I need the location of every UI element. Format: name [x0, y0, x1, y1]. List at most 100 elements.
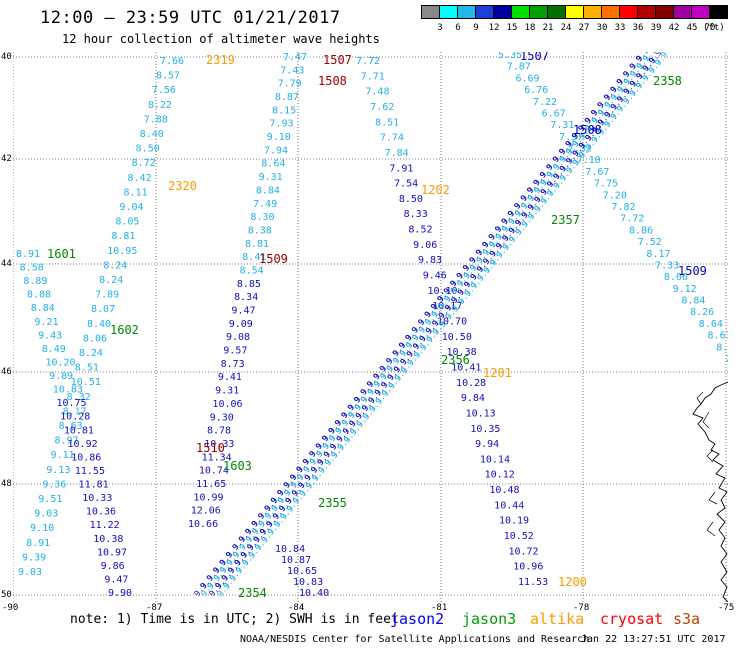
- swh-value: 10.96: [513, 562, 543, 573]
- colorbar-swatch: [529, 5, 548, 19]
- swh-value: 9.31: [259, 172, 283, 183]
- lat-label-42: 42: [1, 154, 12, 164]
- swh-value: 9.21: [34, 317, 58, 328]
- lon-label-87: -87: [146, 603, 163, 613]
- swh-value: 10.83: [53, 385, 83, 396]
- lon-label-81: -81: [431, 603, 448, 613]
- swh-value: 10.84: [275, 544, 305, 555]
- swh-value: 10.35: [470, 424, 500, 435]
- swh-value: 7.84: [385, 148, 409, 159]
- swh-value: 8.97: [55, 436, 79, 447]
- colorbar-swatch: [547, 5, 566, 19]
- swh-value: 10.40: [299, 588, 329, 599]
- swh-value: 10.51: [71, 377, 101, 388]
- swh-value: 10.48: [489, 485, 519, 496]
- pass-label-1507: 1507: [323, 53, 352, 67]
- lat-label-44: 44: [1, 259, 12, 269]
- swh-value: 9.03: [18, 567, 42, 578]
- swh-value: 7.32: [568, 144, 592, 155]
- colorbar-label: 12: [488, 23, 500, 33]
- colorbar-swatch: [601, 5, 620, 19]
- swh-value: 9.89: [49, 371, 73, 382]
- colorbar-label: 24: [560, 23, 572, 33]
- swh-value: 7.74: [725, 354, 728, 365]
- swh-value: 7.94: [264, 145, 288, 156]
- swh-value: 9.30: [210, 412, 234, 423]
- swh-value: 8.24: [103, 260, 127, 271]
- colorbar-swatch: [565, 5, 584, 19]
- swh-value: 10.83: [293, 577, 323, 588]
- swh-value: 7.54: [394, 179, 418, 190]
- lat-label-48: 48: [1, 479, 12, 489]
- colorbar-swatch: [637, 5, 656, 19]
- swh-value: 6.67: [542, 108, 566, 119]
- swh-value: 10.50: [442, 332, 472, 343]
- swh-value: 9.39: [22, 552, 46, 563]
- swh-value: 9.04: [119, 202, 143, 213]
- swh-value: 7.43: [280, 65, 304, 76]
- swh-value: 9.03: [34, 509, 58, 520]
- pass-label-1509: 1509: [259, 252, 288, 266]
- footer-note: note: 1) Time is in UTC; 2) SWH is in fe…: [70, 612, 399, 627]
- pass-label-1507b: 1507: [520, 52, 549, 63]
- colorbar-label: 33: [614, 23, 626, 33]
- swh-value: 8.50: [136, 144, 160, 155]
- swh-value: 8.40: [140, 129, 164, 140]
- swh-value: 9.41: [218, 372, 242, 383]
- swh-value: 9.36: [42, 479, 66, 490]
- swh-value: 8.06: [83, 333, 107, 344]
- wave-height-map: 7.66 8.57 7.56 8.22 7.88 8.40 8.50 8.72 8.42 8.11…: [13, 52, 728, 602]
- pass-label-2357: 2357: [551, 213, 580, 227]
- swh-value: 10.38: [447, 347, 477, 358]
- swh-value: 7.62: [370, 102, 394, 113]
- swh-value: 8.89: [23, 276, 47, 287]
- swh-value: 10.33: [82, 493, 112, 504]
- swh-value: 9.47: [231, 306, 255, 317]
- colorbar-label: 39: [650, 23, 662, 33]
- swh-value: 9.11: [50, 450, 74, 461]
- swh-value: 10.36: [86, 507, 116, 518]
- pass-label-2358: 2358: [653, 74, 682, 88]
- swh-value: 8.26: [690, 307, 714, 318]
- colorbar-label: 18: [524, 23, 536, 33]
- swh-value: 10.81: [64, 425, 94, 436]
- swh-value: 8.63: [59, 421, 83, 432]
- colorbar-label: 3: [437, 23, 443, 33]
- swh-value: 8.51: [375, 117, 399, 128]
- swh-value: 9.12: [673, 284, 697, 295]
- coastline-detail: [696, 391, 718, 537]
- legend-jason2: jason2: [390, 610, 445, 628]
- colorbar-label: 36: [632, 23, 644, 33]
- swh-value: 9.10: [267, 132, 291, 143]
- swh-value: 8.06: [664, 272, 688, 283]
- pass-label-2354: 2354: [238, 586, 267, 600]
- colorbar-label: 21: [542, 23, 554, 33]
- swh-value: 7.52: [638, 237, 662, 248]
- colorbar-swatch: [439, 5, 458, 19]
- swh-value: 9.08: [226, 332, 250, 343]
- swh-value: 7.88: [144, 114, 168, 125]
- swh-value: 7.93: [269, 119, 293, 130]
- swh-value: 8.26: [716, 342, 728, 353]
- swh-value: 7.71: [361, 71, 385, 82]
- swh-value: 7.22: [533, 97, 557, 108]
- swh-value: 11.22: [90, 520, 120, 531]
- swh-value: 7.66: [160, 56, 184, 67]
- coastline: [692, 381, 728, 602]
- swh-value: 8.24: [99, 275, 123, 286]
- swh-value: 8.85: [237, 279, 261, 290]
- colorbar-label: 27: [578, 23, 590, 33]
- lat-label-50: 50: [1, 590, 12, 600]
- legend-jason3: jason3: [462, 610, 517, 628]
- colorbar-swatch: [421, 5, 440, 19]
- colorbar-label: 45: [686, 23, 698, 33]
- swh-value: 8.84: [681, 296, 705, 307]
- swh-value: 8.11: [123, 187, 147, 198]
- swh-value: 7.47: [283, 52, 307, 63]
- swh-value: 9.43: [38, 330, 62, 341]
- lon-label-75: -75: [718, 603, 735, 613]
- swh-value: 10.72: [508, 546, 538, 557]
- swh-value: 7.56: [152, 85, 176, 96]
- colorbar-label: 42: [668, 23, 680, 33]
- swh-value: 10.20: [45, 357, 75, 368]
